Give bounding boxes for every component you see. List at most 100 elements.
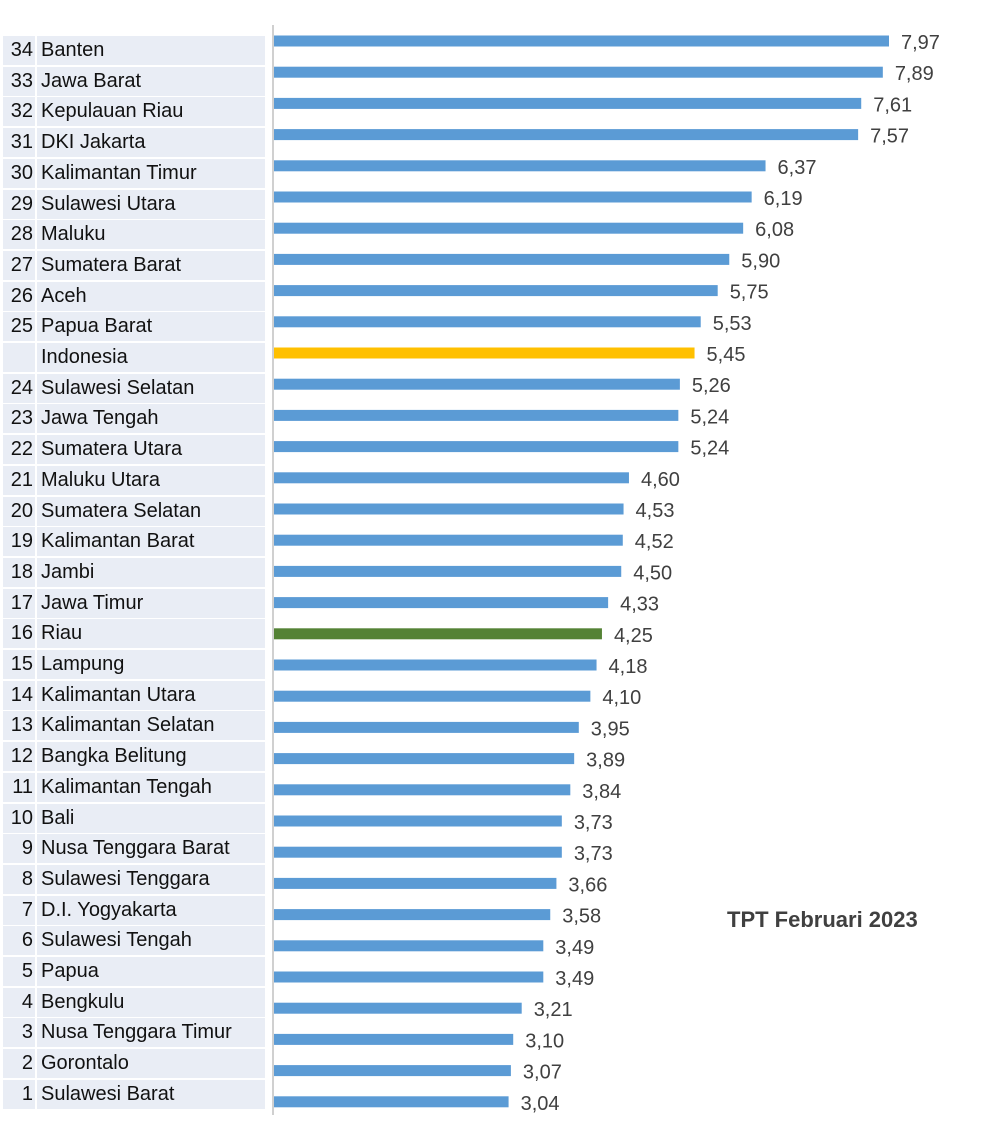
bar-sumatera-selatan <box>274 503 624 515</box>
category-label-row: 14 Kalimantan Utara <box>3 680 265 710</box>
category-label-row: 28 Maluku <box>3 220 265 250</box>
data-label: 3,73 <box>574 812 613 834</box>
data-label: 5,75 <box>730 282 769 304</box>
category-label: Kalimantan Utara <box>37 680 265 710</box>
bar-kalimantan-utara <box>274 690 591 702</box>
rank-label: 11 <box>3 772 35 802</box>
category-label: Sumatera Barat <box>37 250 265 280</box>
bar-sumatera-utara <box>274 441 679 453</box>
rank-label: 4 <box>3 987 35 1017</box>
bar-banten <box>274 35 889 47</box>
category-label: Bali <box>37 803 265 833</box>
rank-label: 28 <box>3 220 35 250</box>
bar-aceh <box>274 285 718 297</box>
rank-label: 26 <box>3 281 35 311</box>
bar-nusa-tenggara-timur <box>274 1033 514 1045</box>
bar-sulawesi-selatan <box>274 378 680 390</box>
category-label-row: 29 Sulawesi Utara <box>3 189 265 219</box>
data-label: 3,84 <box>582 781 621 803</box>
category-label: Indonesia <box>37 343 265 372</box>
bar-kalimantan-timur <box>274 160 766 172</box>
category-label-row: 1 Sulawesi Barat <box>3 1079 265 1109</box>
category-label-row: 18 Jambi <box>3 557 265 587</box>
bar-bangka-belitung <box>274 753 575 765</box>
category-label-row: 33 Jawa Barat <box>3 66 265 96</box>
bar-kalimantan-barat <box>274 534 623 546</box>
rank-label <box>3 343 35 372</box>
category-label: DKI Jakarta <box>37 128 265 158</box>
bar-papua <box>274 971 544 983</box>
category-label-row: 12 Bangka Belitung <box>3 742 265 772</box>
bar-sulawesi-tengah <box>274 940 544 952</box>
data-label: 4,52 <box>635 531 674 553</box>
data-label: 4,18 <box>609 656 648 678</box>
category-label-row: 15 Lampung <box>3 650 265 679</box>
rank-label: 31 <box>3 128 35 158</box>
data-label: 3,49 <box>555 937 594 959</box>
category-label-row: 27 Sumatera Barat <box>3 250 265 280</box>
category-label: Kalimantan Barat <box>37 527 265 557</box>
rank-label: 10 <box>3 803 35 833</box>
category-label: Papua Barat <box>37 312 265 342</box>
data-label: 3,58 <box>562 906 601 928</box>
rank-label: 16 <box>3 619 35 649</box>
rank-label: 30 <box>3 158 35 188</box>
bar-jambi <box>274 565 622 577</box>
category-label-row: 3 Nusa Tenggara Timur <box>3 1018 265 1048</box>
rank-label: 19 <box>3 527 35 557</box>
category-label: Aceh <box>37 281 265 311</box>
data-label: 5,24 <box>690 406 729 428</box>
bar-kalimantan-selatan <box>274 721 579 733</box>
data-label: 3,04 <box>521 1093 560 1115</box>
rank-label: 27 <box>3 250 35 280</box>
category-label-row: 24 Sulawesi Selatan <box>3 373 265 403</box>
category-label: Bangka Belitung <box>37 742 265 772</box>
data-label: 5,45 <box>707 344 746 366</box>
category-label-row: 8 Sulawesi Tenggara <box>3 864 265 894</box>
data-label: 4,10 <box>602 687 641 709</box>
data-label: 4,33 <box>620 594 659 616</box>
data-label: 7,57 <box>870 126 909 148</box>
data-label: 3,07 <box>523 1062 562 1084</box>
rank-label: 32 <box>3 97 35 127</box>
data-label: 4,53 <box>636 500 675 522</box>
rank-label: 20 <box>3 496 35 526</box>
rank-label: 22 <box>3 435 35 465</box>
bar-jawa-timur <box>274 597 609 609</box>
rank-label: 24 <box>3 373 35 403</box>
category-label: Gorontalo <box>37 1049 265 1079</box>
rank-label: 9 <box>3 834 35 864</box>
rank-label: 18 <box>3 557 35 587</box>
category-label: Riau <box>37 619 265 649</box>
category-label: Jawa Barat <box>37 66 265 96</box>
category-label-row: Indonesia <box>3 343 265 372</box>
rank-label: 6 <box>3 926 35 956</box>
bar-papua-barat <box>274 316 701 328</box>
data-label: 3,21 <box>534 999 573 1021</box>
bar-dki-jakarta <box>274 129 859 141</box>
bar-riau <box>274 628 602 640</box>
category-label: Sulawesi Utara <box>37 189 265 219</box>
category-label: Lampung <box>37 650 265 679</box>
data-label: 5,53 <box>713 313 752 335</box>
data-label: 5,26 <box>692 375 731 397</box>
bar-sulawesi-tenggara <box>274 877 557 889</box>
category-label: Sulawesi Tengah <box>37 926 265 956</box>
category-label-row: 6 Sulawesi Tengah <box>3 926 265 956</box>
bar-sulawesi-utara <box>274 191 752 203</box>
category-label: Maluku Utara <box>37 465 265 495</box>
category-label: Jawa Tengah <box>37 404 265 434</box>
rank-label: 1 <box>3 1079 35 1109</box>
category-label-row: 23 Jawa Tengah <box>3 404 265 434</box>
category-label-row: 2 Gorontalo <box>3 1049 265 1079</box>
category-label-row: 20 Sumatera Selatan <box>3 496 265 526</box>
category-label-row: 9 Nusa Tenggara Barat <box>3 834 265 864</box>
data-label: 3,10 <box>525 1030 564 1052</box>
category-label-row: 30 Kalimantan Timur <box>3 158 265 188</box>
category-label: Sumatera Utara <box>37 435 265 465</box>
category-label: Kepulauan Riau <box>37 97 265 127</box>
category-label: Kalimantan Selatan <box>37 711 265 741</box>
category-label: Jawa Timur <box>37 588 265 618</box>
category-label-row: 10 Bali <box>3 803 265 833</box>
